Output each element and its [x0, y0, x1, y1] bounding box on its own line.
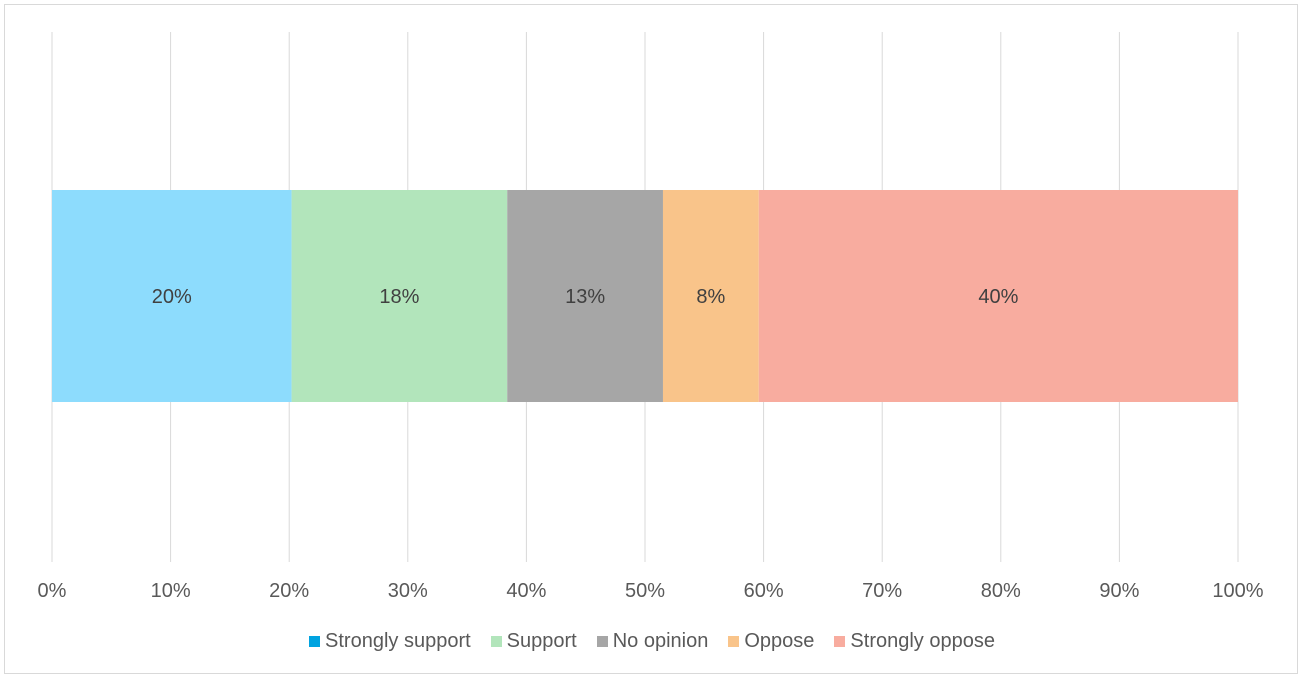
data-label: 13%	[565, 286, 605, 308]
legend-item: Oppose	[728, 630, 814, 653]
x-tick-label: 20%	[269, 580, 309, 602]
bar-segment-strongly-support	[52, 190, 292, 402]
legend-label: Oppose	[744, 629, 815, 652]
legend-swatch	[490, 635, 502, 647]
legend-item: No opinion	[596, 629, 709, 653]
x-tick-label: 90%	[1099, 580, 1139, 602]
x-tick-label: 100%	[1212, 580, 1263, 602]
x-tick-label: 80%	[981, 580, 1021, 602]
x-tick-label: 50%	[625, 580, 665, 602]
bar-segment-strongly-oppose	[758, 190, 1238, 402]
x-tick-label: 60%	[744, 580, 784, 602]
x-tick-label: 70%	[862, 580, 902, 602]
x-tick-label: 30%	[388, 580, 428, 602]
bar-segment-oppose	[662, 190, 759, 402]
legend-item: Strongly oppose	[834, 630, 995, 653]
data-label: 8%	[696, 286, 725, 308]
x-tick-label: 0%	[38, 580, 67, 602]
data-label: 40%	[978, 286, 1018, 308]
legend-label: Support	[506, 629, 577, 652]
legend-swatch	[728, 635, 740, 647]
x-tick-label: 10%	[151, 580, 191, 602]
legend-item: Support	[490, 629, 577, 653]
x-tick-label: 40%	[506, 580, 546, 602]
legend-item: Strongly support	[309, 630, 471, 653]
data-label: 20%	[152, 286, 192, 308]
legend-swatch	[834, 635, 846, 647]
legend-swatch	[309, 635, 321, 647]
legend-swatch	[596, 635, 608, 647]
bar-segment-support	[291, 190, 508, 402]
bar-segment-no-opinion	[507, 190, 663, 402]
legend-label: No opinion	[612, 629, 709, 652]
legend-label: Strongly support	[325, 629, 471, 652]
chart-legend: Strongly support Support No opinion Oppose S…	[0, 627, 1304, 655]
data-label: 18%	[379, 286, 419, 308]
legend-label: Strongly oppose	[850, 629, 995, 652]
